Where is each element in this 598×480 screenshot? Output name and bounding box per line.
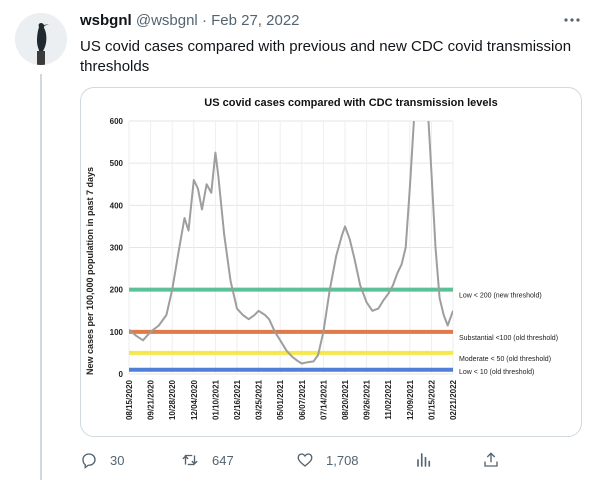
x-tick-label: 05/01/2021 <box>276 379 285 420</box>
analytics-icon <box>417 453 431 467</box>
chart-title: US covid cases compared with CDC transmi… <box>204 97 497 109</box>
y-tick-label: 600 <box>110 117 124 126</box>
y-tick-label: 300 <box>110 244 124 253</box>
tweet-date[interactable]: Feb 27, 2022 <box>211 12 300 29</box>
x-tick-label: 12/04/2020 <box>190 379 199 420</box>
y-tick-label: 500 <box>110 159 124 168</box>
y-tick-label: 100 <box>110 328 124 337</box>
chart: US covid cases compared with CDC transmi… <box>85 97 558 420</box>
x-tick-label: 09/21/2020 <box>147 379 156 420</box>
retweet-icon <box>182 454 198 466</box>
x-tick-label: 10/28/2020 <box>168 379 177 420</box>
reply-icon <box>82 453 96 469</box>
tweet-header: wsbgnl @wsbgnl · Feb 27, 2022 <box>80 12 300 29</box>
threshold-label: Substantial <100 (old threshold) <box>459 335 558 342</box>
threshold-label: Low < 200 (new threshold) <box>459 293 542 300</box>
author-handle[interactable]: @wsbgnl <box>135 12 198 29</box>
x-tick-label: 07/14/2021 <box>319 379 328 420</box>
x-tick-label: 08/20/2021 <box>341 379 350 420</box>
x-tick-label: 09/26/2021 <box>363 379 372 420</box>
action-bar: 30 647 1,708 <box>80 448 580 472</box>
heart-icon <box>297 453 313 467</box>
x-tick-label: 08/15/2020 <box>125 379 134 420</box>
y-axis-label: New cases per 100,000 population in past… <box>85 167 95 375</box>
share-button[interactable] <box>482 448 500 472</box>
x-tick-label: 03/25/2021 <box>255 379 264 420</box>
x-tick-label: 06/07/2021 <box>298 379 307 420</box>
avatar[interactable] <box>15 13 67 65</box>
retweet-count: 647 <box>212 452 234 468</box>
y-tick-label: 200 <box>110 286 124 295</box>
series-line <box>129 121 453 365</box>
reply-count: 30 <box>110 452 125 468</box>
separator: · <box>201 12 207 29</box>
y-tick-label: 0 <box>119 370 124 379</box>
author-name[interactable]: wsbgnl <box>80 12 132 29</box>
like-count: 1,708 <box>326 452 359 468</box>
x-tick-label: 02/21/2022 <box>449 379 458 420</box>
reply-button[interactable]: 30 <box>80 448 124 472</box>
x-tick-label: 12/09/2021 <box>406 379 415 420</box>
more-icon[interactable] <box>562 10 582 35</box>
x-tick-label: 02/16/2021 <box>233 379 242 420</box>
threshold-label: Moderate < 50 (old threshold) <box>459 356 551 363</box>
thread-line <box>40 74 42 480</box>
threshold-label: Low < 10 (old threshold) <box>459 369 534 376</box>
views-button[interactable] <box>415 448 433 472</box>
tweet-text: US covid cases compared with previous an… <box>80 38 572 75</box>
retweet-button[interactable]: 647 <box>180 448 234 472</box>
like-button[interactable]: 1,708 <box>296 448 359 472</box>
y-tick-label: 400 <box>110 201 124 210</box>
bird-silhouette-icon <box>15 13 67 65</box>
share-icon <box>484 452 498 467</box>
x-tick-label: 01/10/2021 <box>211 379 220 420</box>
x-tick-label: 11/02/2021 <box>384 379 393 419</box>
x-tick-label: 01/15/2022 <box>427 379 436 420</box>
tweet-media-chart[interactable]: US covid cases compared with CDC transmi… <box>80 87 582 437</box>
